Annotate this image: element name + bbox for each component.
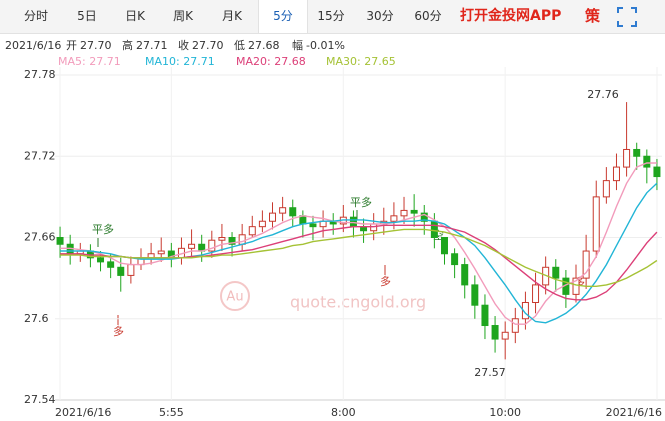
strategy-button[interactable]: 策 (585, 7, 601, 25)
legend-entry: MA5: 27.71 (58, 55, 121, 68)
tab[interactable]: 5日 (77, 9, 97, 23)
candle-body (56, 237, 64, 245)
fullscreen-icon[interactable] (617, 7, 637, 27)
candle-body (410, 209, 418, 214)
x-tick-label: 5:55 (159, 406, 184, 419)
candle-body (481, 304, 489, 327)
x-tick-label: 2021/6/16 (55, 406, 111, 419)
candle-body (127, 264, 135, 276)
candle-body (208, 239, 216, 252)
candle-body (279, 207, 287, 214)
candle-body (430, 220, 438, 238)
tab-bar: 打开金投网APP 策 分时 5日 日K 周K 月K 5分 15分 30分 60分 (0, 0, 665, 34)
candle-body (643, 155, 651, 168)
candle-body (420, 212, 428, 222)
x-tick-label: 10:00 (489, 406, 521, 419)
info-date: 2021/6/16 (5, 39, 61, 52)
info-label: 低 (234, 39, 245, 52)
candle-body (248, 226, 256, 236)
info-value: 27.70 (80, 39, 112, 52)
y-tick-label: 27.54 (24, 393, 56, 406)
candle-body (289, 207, 297, 217)
ma-line (60, 182, 658, 324)
candle-body (218, 237, 226, 241)
candle-body (633, 148, 641, 157)
candle-body (623, 148, 631, 168)
info-label: 开 (66, 39, 77, 52)
candle-body (309, 223, 317, 228)
low-label: 27.57 (474, 366, 506, 379)
signal: 平多 (350, 195, 372, 209)
watermark-ring (220, 281, 250, 311)
candle-body (440, 237, 448, 255)
ma-line (60, 162, 657, 325)
signal: 空 (433, 228, 444, 242)
candle-body (451, 253, 459, 266)
info-label: 高 (122, 38, 133, 52)
candle-body (238, 234, 246, 245)
app-link[interactable]: 打开金投网APP (460, 8, 562, 24)
candle-body (552, 266, 560, 279)
tab[interactable]: 月K (222, 9, 242, 23)
candle-body (228, 237, 236, 245)
candle-body (501, 331, 509, 340)
candle-body (532, 284, 540, 304)
y-tick-label: 27.78 (24, 68, 56, 81)
candle-body (653, 166, 661, 178)
signal: 多 (113, 324, 124, 338)
candle-body (107, 261, 115, 268)
candle-body (461, 264, 469, 286)
candle-body (117, 266, 125, 276)
y-tick-label: 27.72 (24, 149, 56, 162)
watermark-logo: Au (226, 290, 243, 305)
candle-body (471, 284, 479, 306)
tab[interactable]: 周K (173, 9, 193, 23)
candle-body (157, 250, 165, 255)
candle-body (511, 318, 519, 333)
tab[interactable]: 15分 (317, 9, 345, 23)
candle-body (269, 212, 277, 222)
info-value: 27.71 (136, 39, 168, 52)
signal: 平多 (92, 222, 114, 236)
candle-body (612, 166, 620, 182)
x-tick-label: 2021/6/16 (606, 406, 662, 419)
tab[interactable]: 日K (125, 9, 145, 23)
tab[interactable]: 60分 (414, 9, 442, 23)
x-tick-label: 8:00 (331, 406, 356, 419)
candle-body (572, 277, 580, 295)
info-label: 收 (178, 38, 189, 52)
y-tick-label: 27.66 (24, 231, 56, 244)
tab[interactable]: 分时 (23, 9, 48, 23)
legend-entry: MA20: 27.68 (236, 55, 306, 68)
watermark-url: quote.cngold.org (290, 293, 426, 312)
ma-line (60, 228, 658, 287)
candle-body (602, 180, 610, 198)
candle-body (592, 196, 600, 252)
candle-body (400, 209, 408, 217)
candle-body (582, 250, 590, 279)
candle-body (521, 302, 529, 320)
info-value: 27.70 (192, 39, 224, 52)
candle-body (390, 215, 398, 222)
signal: 多 (380, 274, 391, 288)
tab[interactable]: 30分 (366, 9, 394, 23)
y-tick-label: 27.6 (24, 312, 49, 325)
info-value: 27.68 (248, 39, 280, 52)
info-value: -0.01% (306, 39, 345, 52)
high-label: 27.76 (587, 88, 619, 101)
legend-entry: MA10: 27.71 (145, 55, 215, 68)
candle-body (491, 325, 499, 340)
info-label: 幅 (292, 39, 303, 52)
tab[interactable]: 5分 (258, 0, 308, 33)
candle-body (188, 243, 196, 249)
candle-body (97, 257, 105, 263)
candle-body (258, 220, 266, 228)
legend-entry: MA30: 27.65 (326, 55, 396, 68)
